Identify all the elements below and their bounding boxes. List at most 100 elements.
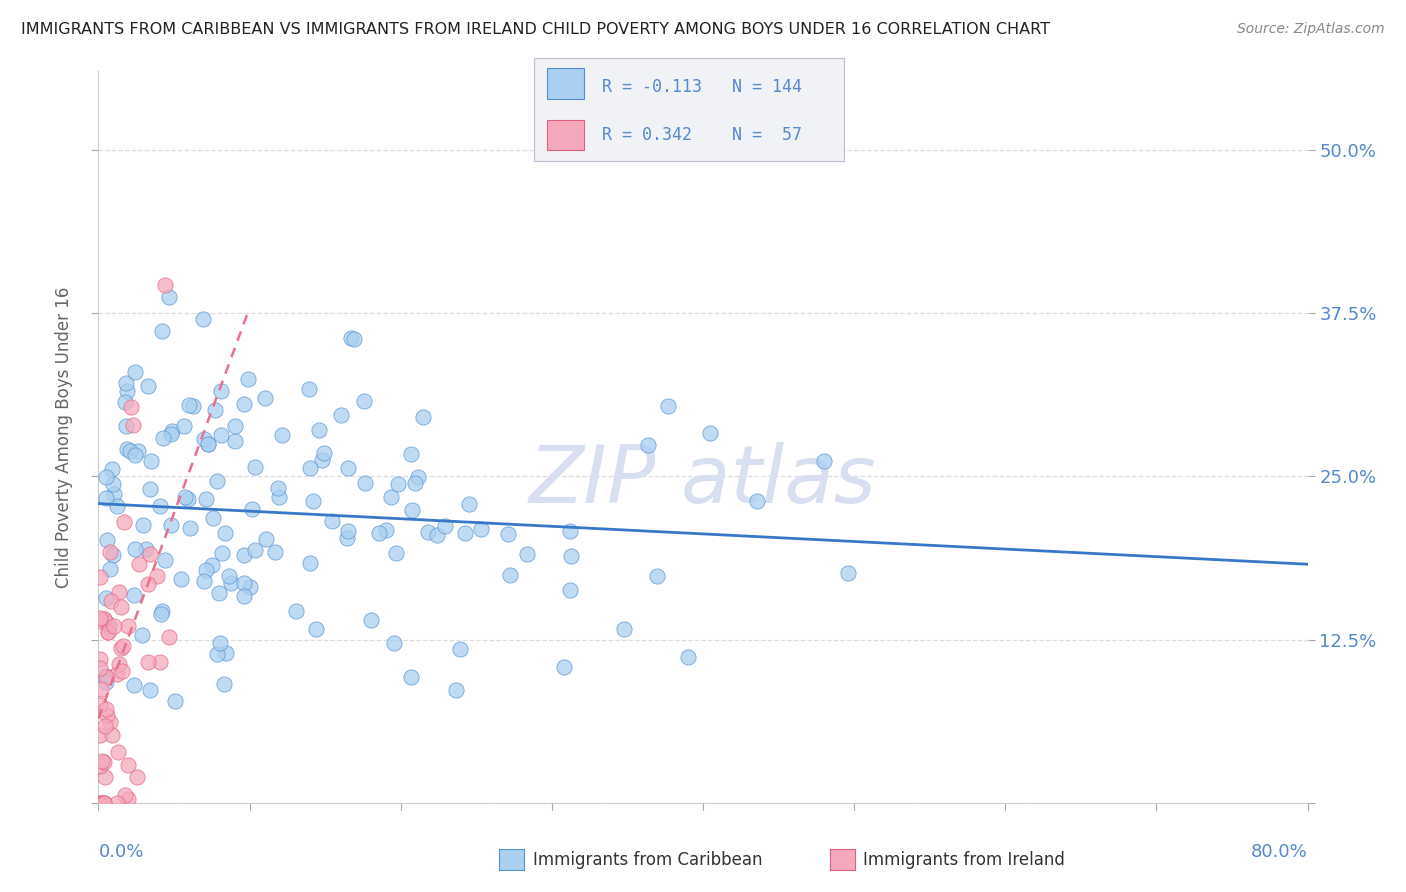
Point: [117, 758, 139, 772]
Point: [165, 694, 187, 708]
Point: [108, 585, 131, 599]
Point: [152, 431, 174, 445]
Point: [193, 574, 215, 589]
Point: [157, 630, 180, 644]
Point: [128, 557, 150, 571]
Point: [107, 499, 129, 513]
Point: [111, 664, 134, 678]
Point: [201, 511, 224, 525]
Point: [470, 522, 492, 536]
Point: [103, 487, 125, 501]
Point: [233, 589, 256, 603]
Point: [337, 461, 360, 475]
Point: [224, 419, 246, 434]
Point: [101, 548, 124, 562]
Point: [271, 428, 294, 442]
Point: [214, 526, 236, 541]
Point: [321, 514, 343, 528]
Point: [375, 523, 398, 537]
Point: [243, 460, 266, 475]
Point: [93, 796, 115, 810]
Point: [139, 682, 162, 697]
Point: [118, 443, 141, 458]
Point: [103, 619, 125, 633]
Point: [181, 399, 204, 413]
Point: [256, 532, 278, 546]
Point: [233, 549, 256, 563]
Point: [150, 607, 173, 621]
Point: [298, 382, 321, 396]
Point: [360, 613, 382, 627]
Point: [179, 521, 201, 535]
Point: [93, 796, 115, 810]
Point: [212, 677, 235, 691]
Point: [110, 599, 132, 614]
Point: [298, 556, 321, 570]
Point: [433, 519, 456, 533]
Point: [150, 603, 173, 617]
Point: [211, 546, 233, 560]
Point: [89, 661, 111, 675]
Point: [94, 770, 117, 784]
Point: [146, 569, 169, 583]
Point: [382, 636, 405, 650]
Point: [298, 461, 321, 475]
Point: [97, 624, 120, 639]
Point: [120, 401, 142, 415]
Point: [94, 591, 117, 606]
Point: [136, 655, 159, 669]
Point: [89, 698, 111, 713]
Point: [136, 577, 159, 591]
Point: [224, 434, 246, 448]
Text: Immigrants from Caribbean: Immigrants from Caribbean: [533, 851, 762, 869]
Point: [380, 490, 402, 504]
Point: [121, 418, 143, 433]
Point: [124, 365, 146, 379]
Point: [115, 442, 138, 456]
Point: [311, 452, 333, 467]
Point: [124, 448, 146, 462]
Point: [340, 331, 363, 345]
Point: [173, 419, 195, 434]
Point: [98, 562, 121, 576]
Point: [89, 796, 111, 810]
Point: [385, 546, 408, 560]
Point: [560, 549, 582, 563]
Point: [219, 576, 242, 591]
Point: [93, 755, 115, 769]
Point: [160, 517, 183, 532]
Point: [162, 425, 184, 439]
Point: [101, 728, 124, 742]
Point: [101, 462, 124, 476]
Point: [89, 728, 111, 742]
Text: R = 0.342    N =  57: R = 0.342 N = 57: [602, 126, 803, 144]
Point: [499, 567, 522, 582]
Point: [193, 432, 215, 446]
Point: [240, 501, 263, 516]
Point: [745, 493, 768, 508]
Point: [404, 475, 426, 490]
Point: [96, 616, 118, 631]
Point: [125, 770, 148, 784]
Point: [267, 490, 290, 504]
Point: [157, 290, 180, 304]
Point: [98, 619, 121, 633]
Point: [90, 681, 112, 696]
Point: [96, 707, 118, 722]
Point: [139, 482, 162, 496]
Point: [107, 657, 129, 671]
Point: [94, 675, 117, 690]
Point: [110, 640, 132, 655]
Point: [444, 683, 467, 698]
Point: [89, 759, 111, 773]
Point: [89, 611, 111, 625]
Point: [170, 572, 193, 586]
Point: [454, 526, 477, 541]
Point: [205, 648, 228, 662]
Bar: [547, 69, 583, 99]
Point: [89, 614, 111, 628]
Point: [114, 395, 136, 409]
Point: [232, 576, 254, 591]
Text: R = -0.113   N = 144: R = -0.113 N = 144: [602, 78, 803, 95]
Point: [93, 612, 115, 626]
